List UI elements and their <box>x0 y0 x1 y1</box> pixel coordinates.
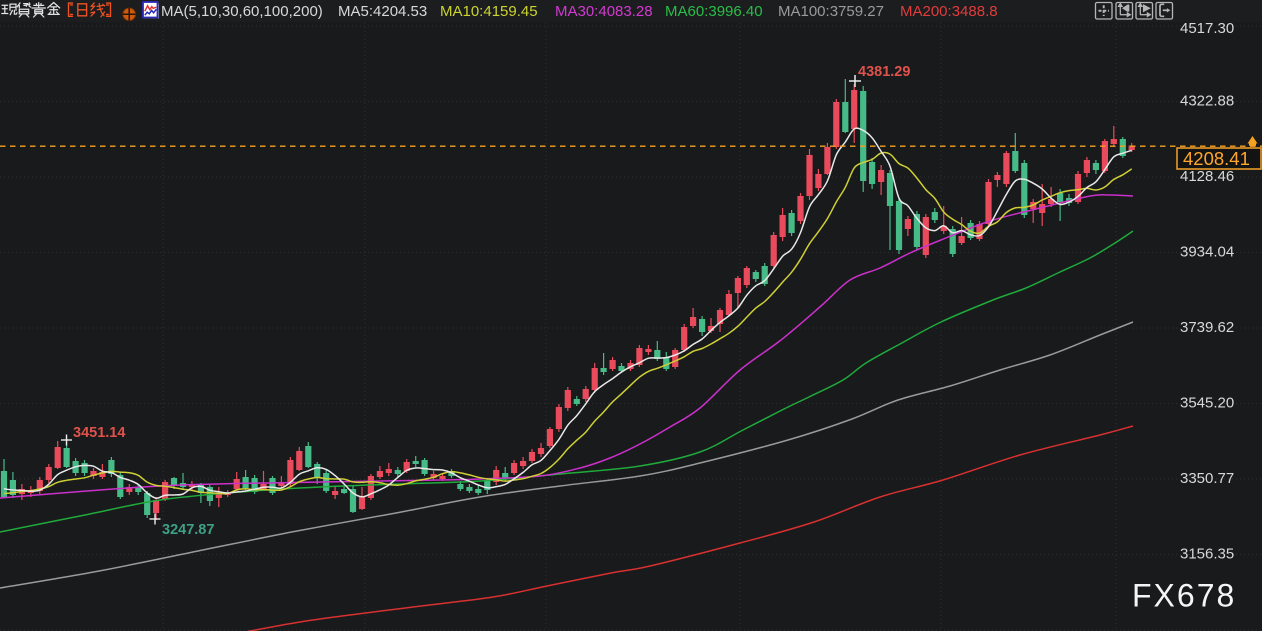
svg-text:4381.29: 4381.29 <box>858 64 910 80</box>
svg-text:4128.46: 4128.46 <box>1180 168 1234 185</box>
svg-text:MA100:3759.27: MA100:3759.27 <box>778 3 884 20</box>
svg-text:MA5:4204.53: MA5:4204.53 <box>338 3 427 20</box>
svg-text:MA60:3996.40: MA60:3996.40 <box>665 3 763 20</box>
svg-text:4208.41: 4208.41 <box>1183 148 1250 169</box>
svg-text:3350.77: 3350.77 <box>1180 470 1234 487</box>
svg-text:MA30:4083.28: MA30:4083.28 <box>555 3 653 20</box>
svg-text:3247.87: 3247.87 <box>162 522 214 538</box>
svg-text:MA10:4159.45: MA10:4159.45 <box>440 3 538 20</box>
svg-text:3934.04: 3934.04 <box>1180 243 1234 260</box>
svg-text:3156.35: 3156.35 <box>1180 545 1234 562</box>
svg-text:4517.30: 4517.30 <box>1180 20 1234 37</box>
svg-text:3739.62: 3739.62 <box>1180 319 1234 336</box>
svg-text:FX678: FX678 <box>1132 578 1236 614</box>
svg-text:MA(5,10,30,60,100,200): MA(5,10,30,60,100,200) <box>161 3 323 20</box>
svg-text:MA200:3488.8: MA200:3488.8 <box>900 3 998 20</box>
svg-text:3545.20: 3545.20 <box>1180 394 1234 411</box>
svg-text:4322.88: 4322.88 <box>1180 92 1234 109</box>
svg-text:3451.14: 3451.14 <box>73 425 125 441</box>
